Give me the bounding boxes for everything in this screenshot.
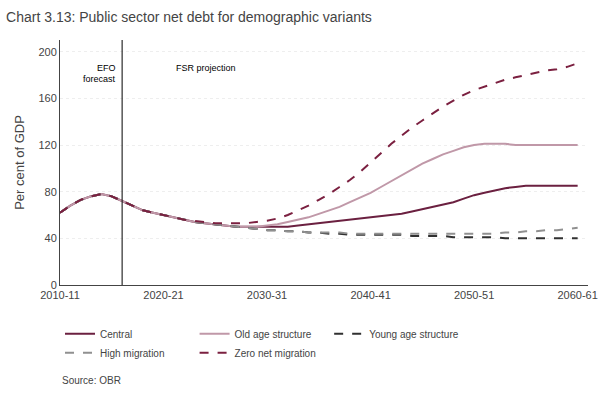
svg-text:80: 80 (45, 186, 57, 198)
svg-text:Per cent of GDP: Per cent of GDP (12, 115, 27, 210)
svg-text:40: 40 (45, 232, 57, 244)
svg-text:2030-31: 2030-31 (247, 289, 287, 301)
svg-text:Young age structure: Young age structure (369, 329, 459, 340)
svg-text:2060-61: 2060-61 (557, 289, 597, 301)
svg-text:2010-11: 2010-11 (40, 289, 80, 301)
svg-text:2020-21: 2020-21 (143, 289, 183, 301)
svg-text:Zero net migration: Zero net migration (235, 348, 316, 359)
svg-text:Old age structure: Old age structure (235, 329, 312, 340)
svg-text:High migration: High migration (100, 348, 164, 359)
svg-text:120: 120 (38, 139, 56, 151)
svg-text:Source: OBR: Source: OBR (62, 375, 121, 386)
svg-text:forecast: forecast (83, 74, 116, 84)
svg-text:2040-41: 2040-41 (350, 289, 390, 301)
svg-text:FSR projection: FSR projection (176, 63, 236, 73)
svg-text:EFO: EFO (97, 63, 116, 73)
svg-text:0: 0 (51, 279, 57, 291)
svg-text:Central: Central (100, 329, 132, 340)
svg-text:160: 160 (38, 92, 56, 104)
svg-text:2050-51: 2050-51 (454, 289, 494, 301)
svg-text:200: 200 (38, 46, 56, 58)
svg-text:Chart 3.13: Public sector net: Chart 3.13: Public sector net debt for d… (6, 9, 372, 25)
